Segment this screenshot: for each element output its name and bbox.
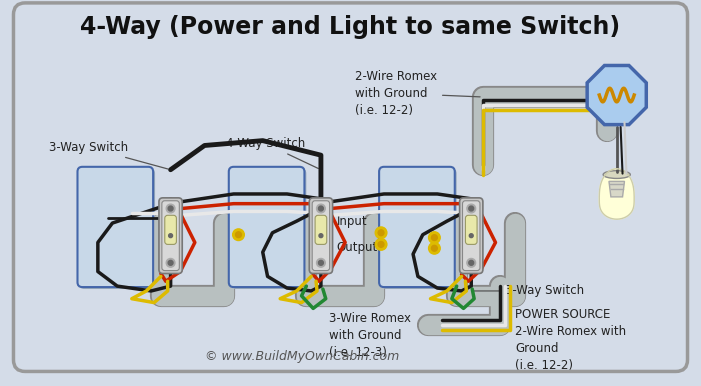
Circle shape [317,259,325,267]
FancyBboxPatch shape [78,167,153,287]
Circle shape [469,261,474,265]
Text: POWER SOURCE
2-Wire Romex with
Ground
(i.e. 12-2): POWER SOURCE 2-Wire Romex with Ground (i… [515,308,626,372]
Circle shape [318,232,325,239]
FancyBboxPatch shape [162,201,179,271]
Circle shape [469,206,474,211]
FancyBboxPatch shape [381,169,456,289]
FancyBboxPatch shape [309,198,332,274]
Circle shape [168,232,174,239]
Text: © www.BuildMyOwnCabin.com: © www.BuildMyOwnCabin.com [205,350,399,363]
Text: 2-Wire Romex
with Ground
(i.e. 12-2): 2-Wire Romex with Ground (i.e. 12-2) [355,70,480,117]
Text: Input: Input [336,215,367,228]
Circle shape [317,204,325,213]
Circle shape [432,245,437,251]
Circle shape [467,204,475,213]
Circle shape [169,234,172,238]
Circle shape [319,234,323,238]
FancyBboxPatch shape [79,169,155,289]
Circle shape [428,232,440,244]
Circle shape [428,242,440,254]
FancyBboxPatch shape [229,167,304,287]
FancyBboxPatch shape [463,201,480,271]
FancyBboxPatch shape [159,198,182,274]
Text: Output: Output [336,241,378,254]
Circle shape [375,239,387,250]
FancyBboxPatch shape [231,169,306,289]
Ellipse shape [603,171,630,178]
Circle shape [378,230,384,236]
Circle shape [375,227,387,239]
Text: 3-Way Switch: 3-Way Switch [474,284,585,298]
Polygon shape [609,181,625,197]
FancyBboxPatch shape [465,215,477,244]
Text: 3-Way Switch: 3-Way Switch [49,141,168,169]
Circle shape [166,204,175,213]
FancyBboxPatch shape [165,215,177,244]
Circle shape [318,261,323,265]
FancyBboxPatch shape [460,198,483,274]
Circle shape [467,259,475,267]
Circle shape [168,206,173,211]
Circle shape [236,232,241,238]
FancyBboxPatch shape [312,201,329,271]
Circle shape [468,232,475,239]
Text: 4-Way (Power and Light to same Switch): 4-Way (Power and Light to same Switch) [80,15,620,39]
Polygon shape [599,169,634,219]
Circle shape [318,206,323,211]
Circle shape [233,229,245,240]
Circle shape [166,259,175,267]
Circle shape [168,261,173,265]
Circle shape [469,234,473,238]
Circle shape [378,242,384,247]
Text: 4-Way Switch: 4-Way Switch [226,137,318,169]
Polygon shape [587,66,646,125]
FancyBboxPatch shape [315,215,327,244]
Text: 3-Wire Romex
with Ground
(i.e. 12-3): 3-Wire Romex with Ground (i.e. 12-3) [329,312,411,359]
FancyBboxPatch shape [379,167,455,287]
Circle shape [432,235,437,240]
